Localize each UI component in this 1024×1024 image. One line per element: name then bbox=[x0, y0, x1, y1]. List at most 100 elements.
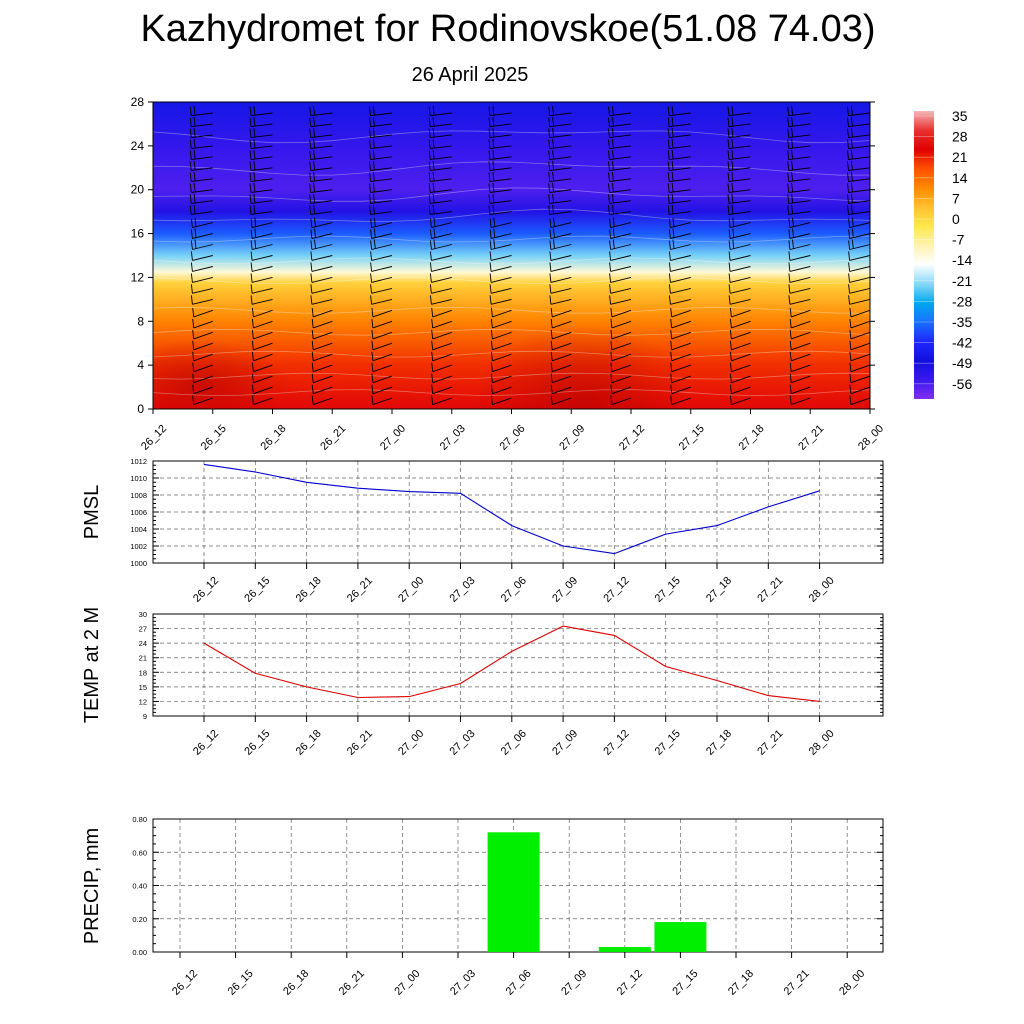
wind-barb bbox=[849, 318, 870, 329]
wind-barb bbox=[249, 128, 273, 139]
wind-barb bbox=[608, 139, 632, 150]
wind-barb bbox=[192, 373, 213, 384]
wind-barb bbox=[370, 262, 393, 272]
wind-barb bbox=[728, 273, 751, 283]
wind-barb bbox=[608, 160, 632, 171]
wind-barb bbox=[429, 262, 452, 272]
wind-barb bbox=[728, 251, 751, 261]
wind-barb bbox=[788, 239, 811, 250]
wind-barb bbox=[728, 284, 751, 294]
y-tick-label: 9 bbox=[143, 712, 147, 721]
wind-barb bbox=[311, 384, 333, 395]
y-tick-label: 0 bbox=[137, 402, 144, 416]
contour-line bbox=[153, 350, 870, 358]
wind-barb bbox=[428, 160, 452, 171]
wind-barb bbox=[189, 160, 213, 171]
wind-barb bbox=[608, 182, 632, 193]
wind-barb bbox=[490, 362, 512, 373]
page-title: Kazhydromet for Rodinovskoe(51.08 74.03) bbox=[140, 8, 876, 50]
wind-barb bbox=[550, 362, 572, 373]
contour-line bbox=[153, 208, 870, 222]
wind-barb bbox=[550, 340, 572, 351]
y-axis-label: TEMP at 2 M bbox=[81, 607, 103, 723]
wind-barb bbox=[788, 217, 811, 229]
x-tick-label: 26_12 bbox=[191, 728, 221, 758]
wind-barb bbox=[189, 106, 213, 117]
wind-barb bbox=[550, 384, 572, 395]
x-tick-label: 27_00 bbox=[396, 575, 426, 605]
wind-barb bbox=[609, 262, 632, 272]
x-tick-label: 27_03 bbox=[448, 575, 478, 605]
wind-barb bbox=[310, 228, 333, 239]
wind-barb bbox=[550, 318, 572, 329]
wind-barb bbox=[789, 318, 811, 329]
wind-barb bbox=[370, 217, 393, 229]
wind-barb bbox=[548, 128, 572, 139]
wind-barb bbox=[249, 139, 273, 150]
wind-barb bbox=[153, 123, 154, 125]
x-tick-label: 26_15 bbox=[199, 423, 229, 453]
wind-barb bbox=[309, 160, 333, 171]
x-tick-label: 26_15 bbox=[226, 968, 256, 998]
wind-barb bbox=[189, 117, 213, 128]
wind-barb bbox=[488, 204, 512, 215]
wind-barb bbox=[727, 160, 751, 171]
wind-barb bbox=[849, 329, 870, 340]
pmsl-panel: 26_12 26_15 26_18 26_21 27_00 27_03 27_06 27_09… bbox=[81, 457, 884, 605]
wind-barb bbox=[488, 128, 512, 139]
x-tick-label: 26_21 bbox=[345, 728, 375, 758]
y-axis-label: PRECIP, mm bbox=[81, 828, 103, 944]
colorbar-label: 14 bbox=[952, 170, 968, 186]
wind-barb bbox=[667, 204, 691, 215]
wind-barb bbox=[608, 117, 632, 128]
wind-barb bbox=[249, 150, 273, 161]
wind-barb bbox=[311, 307, 333, 318]
x-tick-label: 27_00 bbox=[392, 968, 422, 998]
wind-barb bbox=[310, 262, 333, 272]
wind-barb bbox=[153, 288, 154, 289]
wind-barb bbox=[189, 139, 213, 150]
wind-barb bbox=[550, 351, 572, 362]
wind-barb bbox=[428, 193, 452, 204]
x-tick-label: 26_15 bbox=[242, 575, 272, 605]
colorbar-label: 28 bbox=[952, 129, 968, 145]
contour-line bbox=[153, 161, 870, 176]
wind-barb bbox=[489, 295, 512, 305]
wind-barb bbox=[847, 193, 870, 204]
wind-barb bbox=[848, 295, 870, 305]
wind-barb bbox=[849, 362, 870, 373]
wind-barb bbox=[251, 351, 273, 362]
wind-barb bbox=[610, 340, 632, 351]
wind-barb bbox=[369, 182, 393, 193]
colorbar-label: -35 bbox=[952, 314, 972, 330]
y-tick-label: 12 bbox=[131, 270, 145, 284]
wind-barb bbox=[609, 284, 632, 294]
y-axis-label: PMSL bbox=[81, 485, 103, 539]
contour-line bbox=[153, 187, 870, 202]
wind-barb bbox=[610, 384, 632, 395]
wind-barb bbox=[488, 171, 512, 182]
wind-barb bbox=[428, 204, 452, 215]
wind-barb bbox=[429, 228, 452, 239]
wind-barb bbox=[550, 307, 572, 318]
wind-barb bbox=[370, 251, 393, 261]
wind-barb bbox=[251, 329, 273, 340]
colorbar-label: -7 bbox=[952, 232, 965, 248]
wind-barb bbox=[311, 340, 333, 351]
wind-barb bbox=[310, 239, 333, 250]
y-tick-label: 1002 bbox=[130, 542, 147, 551]
wind-barb bbox=[727, 106, 751, 117]
wind-barb bbox=[153, 255, 154, 256]
wind-barb bbox=[789, 340, 811, 351]
wind-barb bbox=[787, 193, 811, 204]
wind-barb bbox=[490, 329, 512, 340]
wind-barb bbox=[489, 251, 512, 261]
x-tick-label: 27_03 bbox=[448, 728, 478, 758]
y-tick-label: 0.40 bbox=[132, 882, 147, 891]
wind-barb bbox=[729, 384, 751, 395]
x-tick-label: 26_15 bbox=[242, 728, 272, 758]
y-tick-label: 4 bbox=[137, 358, 144, 372]
x-tick-label: 26_18 bbox=[294, 728, 324, 758]
wind-barb bbox=[849, 395, 870, 406]
